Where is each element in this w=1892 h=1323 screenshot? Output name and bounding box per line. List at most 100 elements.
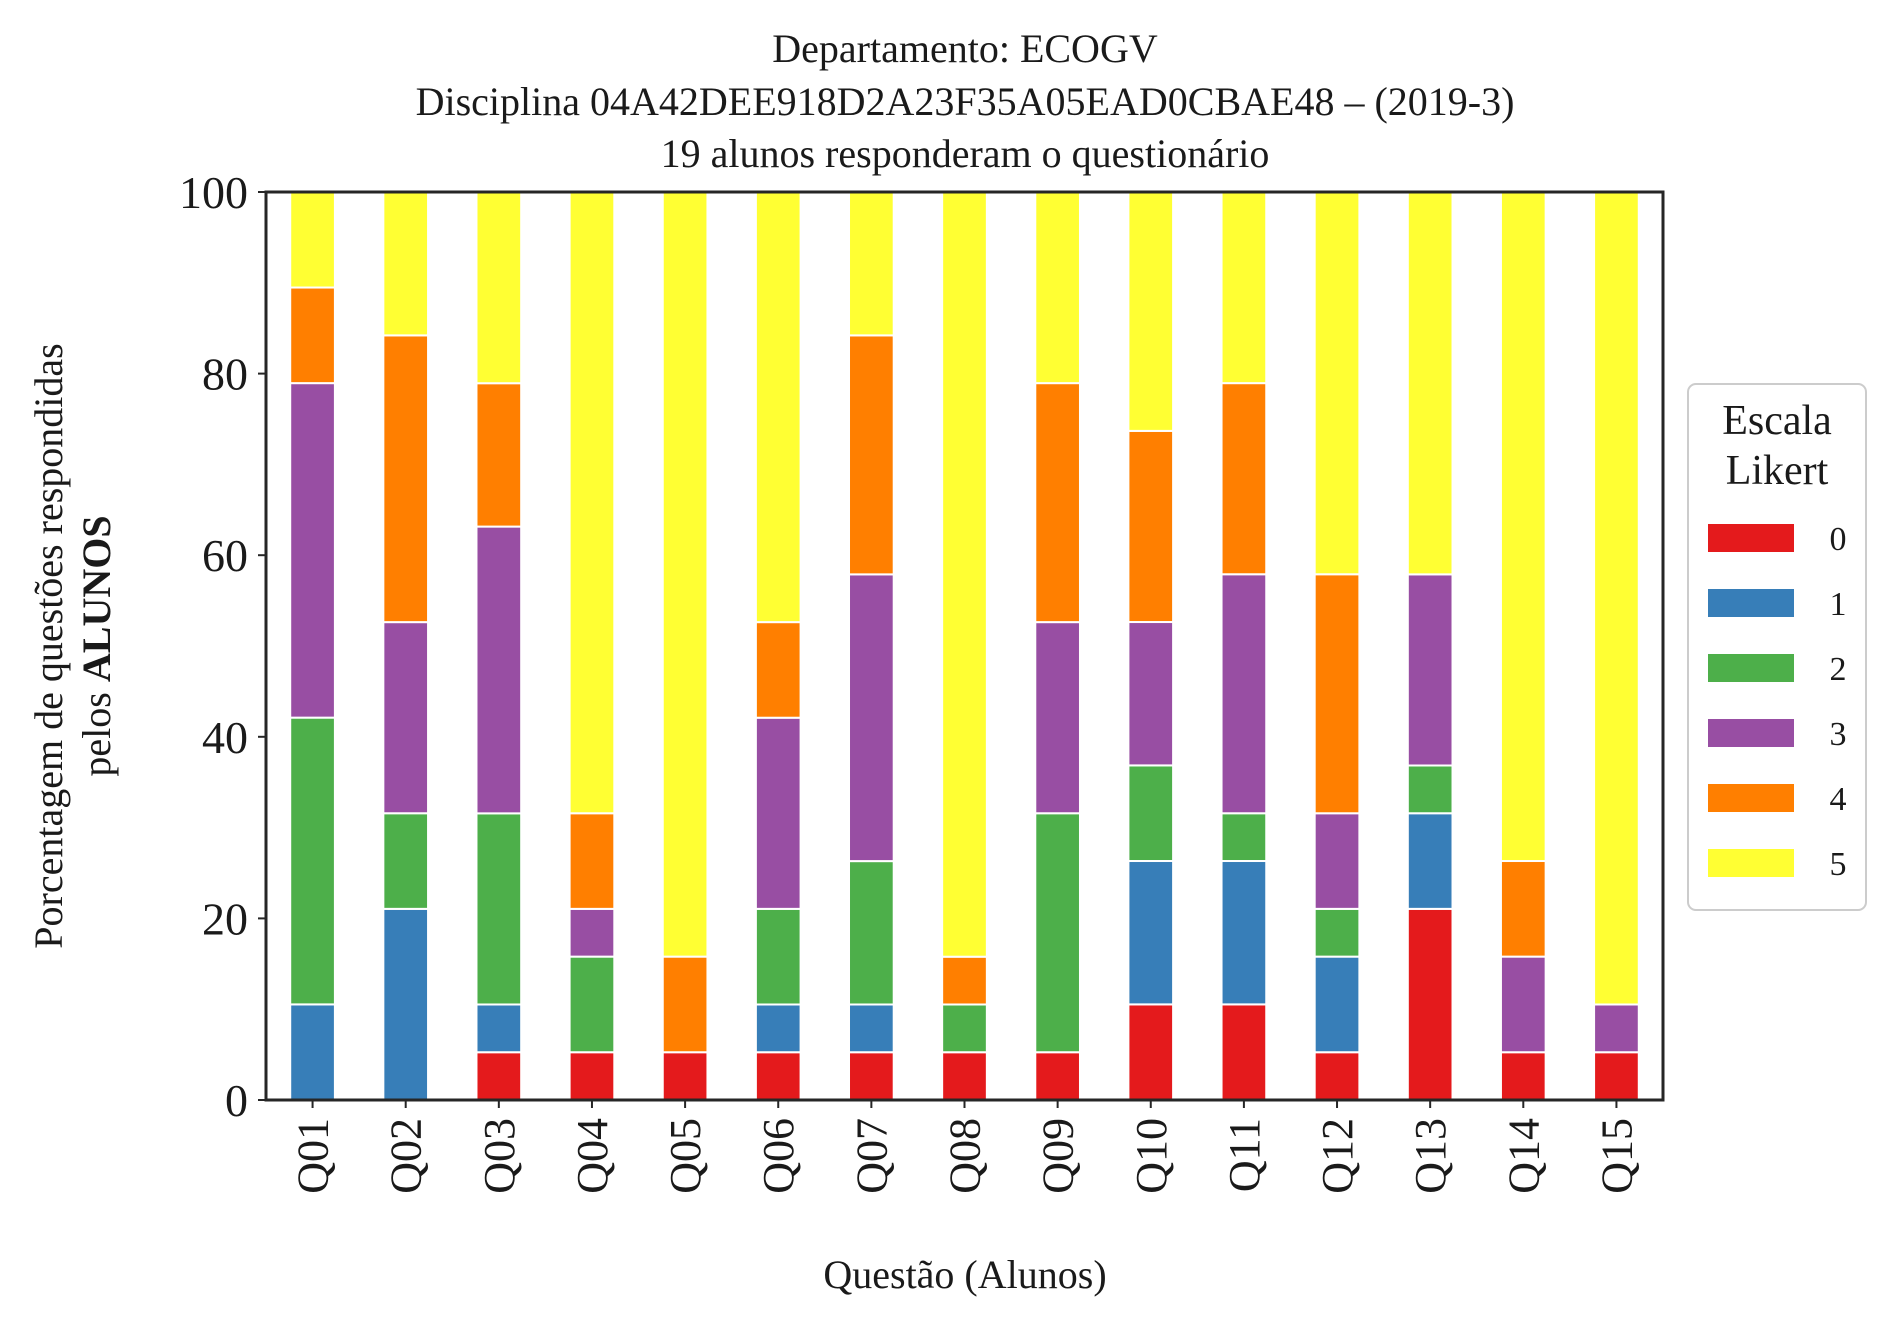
bar-q10-level-2	[1127, 764, 1175, 863]
legend-swatch-1	[1708, 589, 1794, 617]
y-tick-label: 20	[202, 893, 248, 944]
bar-q12-level-5	[1313, 191, 1361, 576]
bar-q01-level-4	[289, 286, 336, 385]
bar-q05-level-0	[661, 1051, 709, 1101]
bar-q02-level-3	[382, 621, 430, 815]
legend-box	[1687, 383, 1867, 911]
y-tick-label: 60	[202, 530, 248, 581]
legend-label-1: 1	[1830, 586, 1847, 623]
legend-swatch-4	[1708, 784, 1794, 812]
x-tick-label-q08: Q08	[941, 1118, 990, 1194]
legend-title-line-2: Likert	[1726, 448, 1829, 494]
bar-q10-level-3	[1127, 621, 1175, 767]
legend: Escala Likert 0 1 2 3 4 5	[1687, 383, 1867, 911]
bar-q02-level-5	[382, 191, 430, 337]
bar-q14-level-5	[1499, 191, 1547, 863]
y-axis-label-line-2: pelos ALUNOS	[74, 515, 119, 776]
y-tick-label: 40	[202, 712, 248, 763]
bar-q10-level-0	[1127, 1003, 1175, 1102]
bar-q12-level-4	[1313, 573, 1361, 815]
bar-q06-level-1	[754, 1003, 802, 1054]
y-axis-label: Porcentagem de questões respondidas pelo…	[26, 343, 119, 948]
bar-q03-level-5	[475, 191, 523, 385]
plot-frame	[264, 190, 1665, 1102]
bar-q04-level-0	[568, 1051, 616, 1101]
legend-title-line-1: Escala	[1722, 398, 1832, 444]
y-axis-label-pelos: pelos	[74, 682, 119, 776]
bar-q10-level-1	[1127, 860, 1175, 1006]
x-tick-label-q04: Q04	[568, 1118, 617, 1194]
bar-q02-level-1	[382, 907, 430, 1101]
bar-q09-level-5	[1034, 191, 1081, 385]
bar-q05-level-5	[661, 191, 709, 958]
y-tick-label: 0	[225, 1075, 248, 1126]
bar-q12-level-2	[1313, 907, 1361, 958]
chart-title: Departamento: ECOGV Disciplina 04A42DEE9…	[416, 26, 1515, 176]
bar-q03-level-3	[475, 525, 523, 815]
legend-label-4: 4	[1830, 781, 1847, 818]
bar-q05-level-4	[661, 955, 709, 1054]
bar-q09-level-2	[1034, 812, 1081, 1054]
bar-q01-level-3	[289, 382, 336, 719]
bar-q06-level-5	[754, 191, 802, 624]
bar-q04-level-5	[568, 191, 616, 815]
title-line-2: Disciplina 04A42DEE918D2A23F35A05EAD0CBA…	[416, 79, 1515, 124]
legend-swatch-0	[1708, 524, 1794, 552]
x-tick-label-q02: Q02	[382, 1118, 431, 1194]
bar-q11-level-1	[1220, 860, 1268, 1006]
bar-q02-level-2	[382, 812, 430, 910]
legend-label-2: 2	[1830, 651, 1847, 688]
bar-q01-level-5	[289, 191, 336, 289]
bar-q03-level-0	[475, 1051, 523, 1101]
x-tick-label-q10: Q10	[1127, 1118, 1176, 1194]
bar-q13-level-5	[1406, 191, 1454, 576]
bar-q14-level-4	[1499, 860, 1547, 958]
legend-label-0: 0	[1830, 521, 1847, 558]
bar-q12-level-3	[1313, 812, 1361, 910]
x-tick-label-q15: Q15	[1592, 1118, 1641, 1194]
bar-q13-level-0	[1406, 907, 1454, 1101]
bar-q08-level-0	[941, 1051, 988, 1101]
bar-q07-level-1	[848, 1003, 895, 1054]
bar-q03-level-1	[475, 1003, 523, 1054]
bar-q08-level-5	[941, 191, 988, 958]
x-tick-label-q09: Q09	[1034, 1118, 1083, 1194]
bar-q12-level-1	[1313, 955, 1361, 1054]
x-tick-label-q05: Q05	[661, 1118, 710, 1194]
bar-q09-level-4	[1034, 382, 1081, 624]
bar-q06-level-3	[754, 716, 802, 910]
bar-q06-level-0	[754, 1051, 802, 1101]
bar-q06-level-4	[754, 621, 802, 719]
bar-q11-level-0	[1220, 1003, 1268, 1102]
bar-q13-level-2	[1406, 764, 1454, 815]
x-tick-label-q11: Q11	[1220, 1118, 1269, 1192]
x-tick-label-q03: Q03	[475, 1118, 524, 1194]
bar-q13-level-1	[1406, 812, 1454, 910]
x-axis-ticks: Q01 Q02 Q03 Q04 Q05 Q06 Q07 Q08 Q09 Q10 Q11 Q12 Q13 Q…	[289, 1100, 1641, 1194]
bar-q11-level-4	[1220, 382, 1268, 576]
bar-q07-level-4	[848, 334, 895, 576]
bar-q09-level-3	[1034, 621, 1081, 815]
bar-q01-level-1	[289, 1003, 336, 1102]
bar-q10-level-4	[1127, 429, 1175, 624]
bar-q15-level-5	[1593, 191, 1640, 1006]
bar-q14-level-0	[1499, 1051, 1547, 1101]
legend-swatch-5	[1708, 849, 1794, 877]
bar-q01-level-2	[289, 716, 336, 1006]
y-tick-label: 80	[202, 349, 248, 400]
bar-q07-level-3	[848, 573, 895, 863]
bar-q07-level-5	[848, 191, 895, 337]
bar-q04-level-4	[568, 812, 616, 910]
y-axis-ticks: 0 20 40 60 80 100	[179, 167, 266, 1126]
y-axis-label-alunos: ALUNOS	[74, 515, 119, 682]
x-tick-label-q12: Q12	[1313, 1118, 1362, 1194]
title-line-1: Departamento: ECOGV	[772, 26, 1158, 71]
y-axis-label-line-1: Porcentagem de questões respondidas	[26, 343, 71, 948]
bar-q10-level-5	[1127, 191, 1175, 432]
legend-swatch-2	[1708, 654, 1794, 682]
bar-q15-level-3	[1593, 1003, 1640, 1054]
bar-q07-level-2	[848, 860, 895, 1006]
x-axis-label: Questão (Alunos)	[823, 1252, 1106, 1297]
